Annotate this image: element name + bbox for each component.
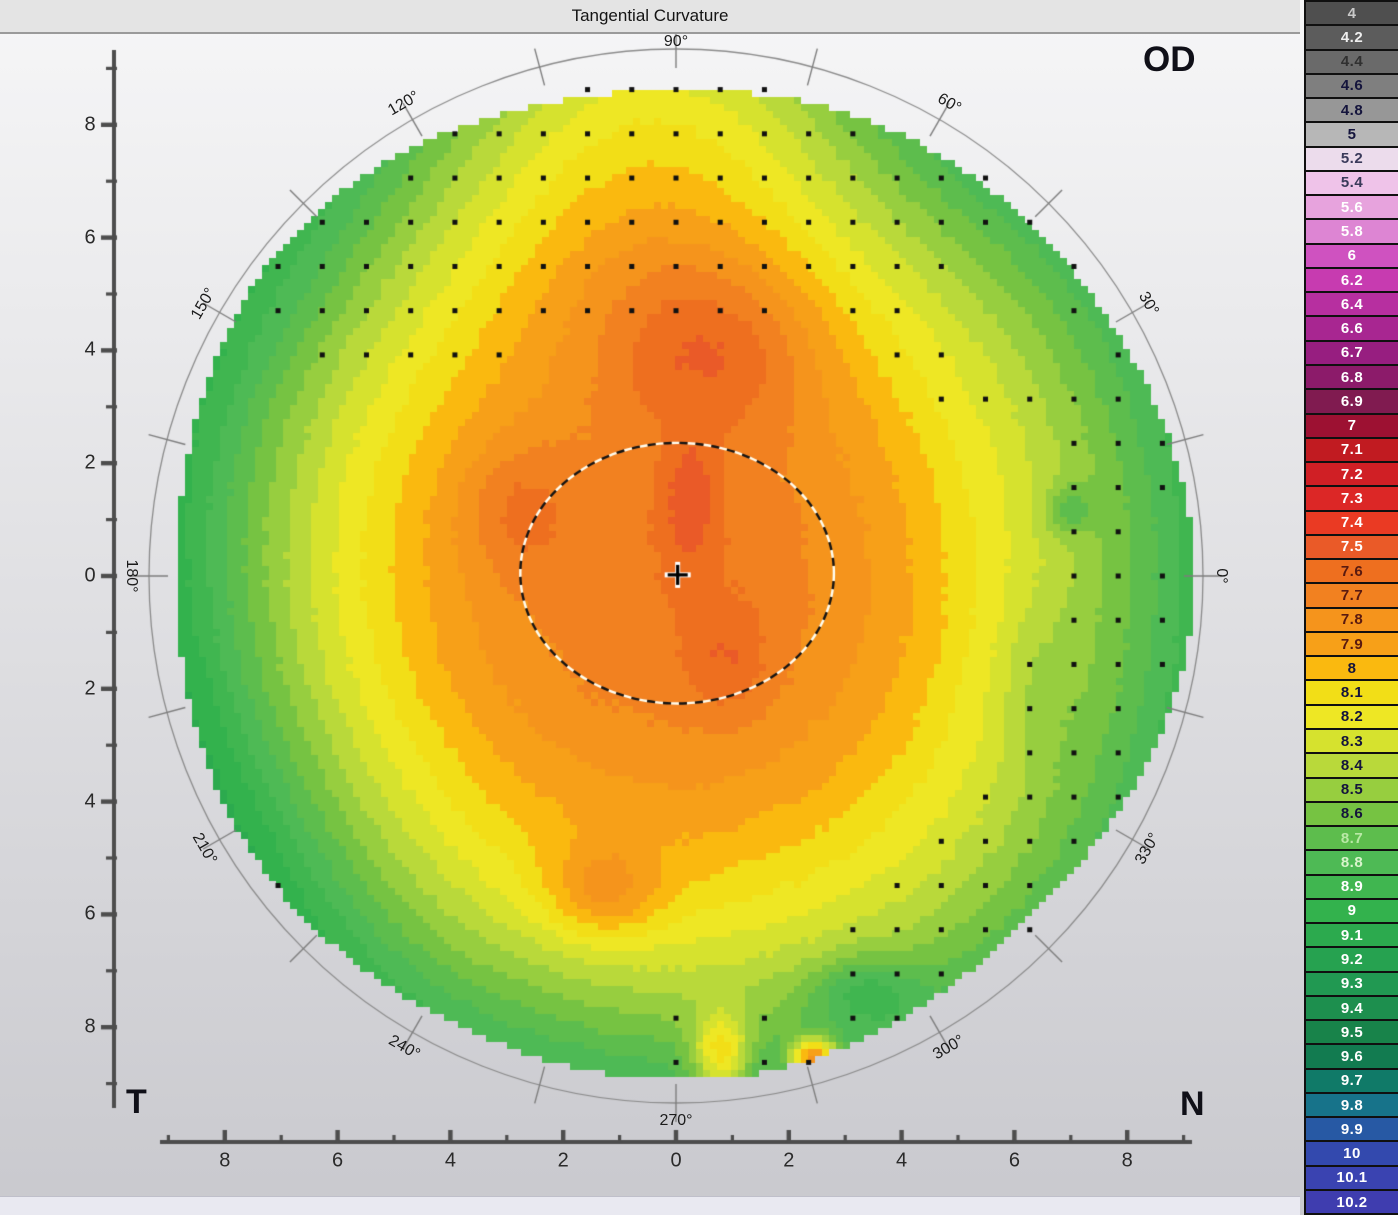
scale-row-8.3: 8.3 — [1306, 729, 1398, 755]
temporal-label: T — [126, 1083, 147, 1121]
v-axis-label-0: 8 — [84, 113, 96, 136]
h-axis-label-4: 0 — [670, 1149, 682, 1172]
scale-row-10.1: 10.1 — [1306, 1166, 1398, 1192]
scale-row-9: 9 — [1306, 899, 1398, 925]
scale-row-6.2: 6.2 — [1306, 268, 1398, 294]
scale-row-9.8: 9.8 — [1306, 1093, 1398, 1119]
scale-row-6.8: 6.8 — [1306, 365, 1398, 391]
scale-row-4: 4 — [1306, 2, 1398, 27]
scale-row-9.4: 9.4 — [1306, 996, 1398, 1022]
scale-row-7.6: 7.6 — [1306, 560, 1398, 585]
scale-row-9.2: 9.2 — [1306, 948, 1398, 973]
scale-row-8.5: 8.5 — [1306, 778, 1398, 803]
scale-row-4.6: 4.6 — [1306, 74, 1398, 100]
curvature-color-scale: 4 4.2 4.4 4.6 4.8 5 5.2 5.4 5.6 5.8 6 6.2 6.4 6.6 6.7 6… — [1304, 0, 1398, 1215]
scale-row-9.9: 9.9 — [1306, 1118, 1398, 1143]
nasal-label: N — [1180, 1085, 1205, 1123]
scale-row-8: 8 — [1306, 657, 1398, 682]
bottom-strip — [0, 1196, 1300, 1215]
v-axis-label-4: 0 — [84, 564, 96, 587]
scale-row-4.8: 4.8 — [1306, 99, 1398, 124]
v-axis-label-5: 2 — [84, 677, 96, 700]
scale-row-6.4: 6.4 — [1306, 293, 1398, 318]
scale-row-10.2: 10.2 — [1306, 1191, 1398, 1215]
meridian-label-90: 90° — [663, 33, 689, 50]
h-axis-label-6: 4 — [896, 1149, 908, 1172]
h-axis-label-3: 2 — [557, 1149, 569, 1172]
page-title: Tangential Curvature — [571, 6, 729, 25]
scale-row-8.1: 8.1 — [1306, 681, 1398, 706]
scale-row-7.3: 7.3 — [1306, 487, 1398, 512]
scale-row-8.6: 8.6 — [1306, 802, 1398, 828]
scale-row-6.7: 6.7 — [1306, 341, 1398, 366]
v-axis-label-3: 2 — [84, 451, 96, 474]
h-axis-label-0: 8 — [219, 1149, 231, 1172]
h-axis-label-7: 6 — [1008, 1149, 1020, 1172]
scale-row-7: 7 — [1306, 414, 1398, 439]
scale-row-6.9: 6.9 — [1306, 390, 1398, 415]
h-axis-label-2: 4 — [444, 1149, 456, 1172]
scale-row-10: 10 — [1306, 1142, 1398, 1167]
scale-row-5.2: 5.2 — [1306, 147, 1398, 172]
scale-row-7.4: 7.4 — [1306, 511, 1398, 536]
v-axis-label-2: 4 — [84, 338, 96, 361]
v-axis-label-7: 6 — [84, 902, 96, 925]
scale-row-9.1: 9.1 — [1306, 924, 1398, 949]
topography-map-canvas[interactable] — [0, 0, 1300, 1215]
scale-row-7.2: 7.2 — [1306, 463, 1398, 488]
scale-row-4.4: 4.4 — [1306, 50, 1398, 75]
h-axis-label-5: 2 — [783, 1149, 795, 1172]
eye-label-od: OD — [1143, 40, 1196, 79]
scale-row-8.2: 8.2 — [1306, 705, 1398, 730]
scale-row-9.6: 9.6 — [1306, 1045, 1398, 1070]
meridian-label-180: 180° — [123, 559, 140, 593]
scale-row-9.7: 9.7 — [1306, 1069, 1398, 1094]
scale-row-7.5: 7.5 — [1306, 535, 1398, 561]
scale-row-9.5: 9.5 — [1306, 1021, 1398, 1046]
v-axis-label-1: 6 — [84, 226, 96, 249]
meridian-label-0: 0° — [1213, 568, 1230, 584]
scale-row-5: 5 — [1306, 123, 1398, 148]
h-axis-label-8: 8 — [1121, 1149, 1133, 1172]
scale-row-8.9: 8.9 — [1306, 875, 1398, 900]
v-axis-label-6: 4 — [84, 790, 96, 813]
scale-row-5.6: 5.6 — [1306, 196, 1398, 221]
scale-row-8.8: 8.8 — [1306, 851, 1398, 876]
scale-row-8.7: 8.7 — [1306, 827, 1398, 852]
scale-row-5.4: 5.4 — [1306, 171, 1398, 197]
title-bar: Tangential Curvature — [0, 0, 1300, 34]
v-axis-label-8: 8 — [84, 1015, 96, 1038]
scale-row-7.9: 7.9 — [1306, 632, 1398, 658]
scale-row-7.8: 7.8 — [1306, 608, 1398, 633]
scale-row-8.4: 8.4 — [1306, 754, 1398, 779]
scale-row-6.6: 6.6 — [1306, 317, 1398, 342]
scale-row-9.3: 9.3 — [1306, 972, 1398, 997]
meridian-label-270: 270° — [659, 1112, 693, 1129]
scale-row-7.1: 7.1 — [1306, 438, 1398, 464]
scale-row-6: 6 — [1306, 244, 1398, 269]
scale-row-5.8: 5.8 — [1306, 220, 1398, 245]
scale-row-4.2: 4.2 — [1306, 26, 1398, 51]
h-axis-label-1: 6 — [332, 1149, 344, 1172]
scale-row-7.7: 7.7 — [1306, 584, 1398, 609]
